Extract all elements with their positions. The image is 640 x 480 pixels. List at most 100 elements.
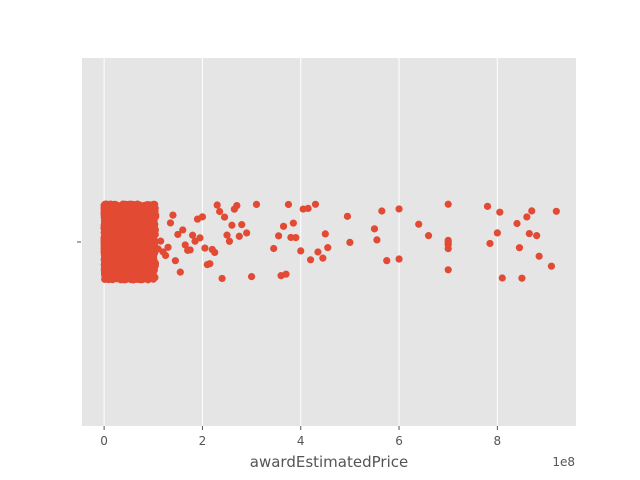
data-point [496, 208, 504, 216]
plot-area [82, 58, 576, 426]
data-point [161, 251, 170, 260]
data-point [228, 221, 236, 229]
data-point [444, 236, 452, 244]
data-point [243, 229, 251, 237]
x-tick-label: 6 [395, 434, 403, 448]
grid-lines [103, 58, 498, 426]
data-point [378, 207, 386, 215]
data-point [415, 220, 423, 228]
x-axis-offset-label: 1e8 [552, 455, 575, 469]
data-point [533, 232, 541, 240]
data-point [174, 230, 182, 239]
data-point [518, 274, 526, 282]
data-point [483, 202, 492, 210]
data-point [314, 248, 322, 256]
data-point [101, 210, 110, 218]
data-point [176, 268, 184, 276]
data-point [150, 201, 158, 209]
data-point [166, 219, 175, 227]
data-point [201, 244, 209, 252]
data-point [127, 262, 135, 270]
data-point [513, 219, 521, 228]
data-point [270, 244, 278, 253]
data-point [131, 234, 139, 242]
data-point [238, 221, 246, 229]
data-point [101, 257, 109, 265]
data-point [525, 229, 533, 238]
data-point [324, 244, 332, 252]
data-point [111, 229, 119, 237]
data-point [547, 262, 556, 270]
data-point [130, 210, 138, 218]
data-point [148, 249, 156, 257]
data-point [188, 231, 197, 239]
data-point [206, 260, 214, 268]
data-point [444, 200, 452, 208]
data-point [370, 225, 379, 233]
data-point [114, 245, 123, 253]
data-point [279, 222, 288, 230]
data-point [100, 248, 109, 256]
data-point [498, 274, 506, 282]
data-point [118, 237, 127, 245]
data-point [116, 209, 124, 217]
x-tick-label: 0 [100, 434, 108, 448]
data-point [107, 257, 115, 265]
data-point [282, 270, 290, 278]
data-point [373, 236, 381, 244]
data-point [292, 234, 300, 242]
data-point [157, 237, 165, 245]
data-point [528, 207, 536, 215]
data-point [186, 246, 194, 254]
data-point [297, 247, 305, 255]
x-tick-label: 8 [494, 434, 502, 448]
data-point [196, 234, 204, 242]
data-point [343, 212, 352, 220]
data-point [139, 238, 147, 246]
data-point [220, 213, 229, 221]
data-point [383, 257, 391, 265]
data-point [127, 251, 135, 259]
data-point [395, 255, 403, 263]
data-point [113, 257, 121, 265]
data-point [535, 252, 543, 260]
data-point [223, 231, 231, 239]
data-point [444, 266, 452, 274]
data-point [515, 244, 524, 252]
data-point [101, 219, 109, 228]
data-point [304, 204, 312, 213]
data-point [424, 232, 433, 240]
data-points [100, 200, 560, 284]
data-point [149, 271, 157, 280]
data-point [149, 241, 157, 249]
data-point [164, 243, 172, 251]
data-point [235, 232, 243, 240]
data-point [130, 239, 138, 248]
data-point [311, 200, 320, 208]
data-point [346, 238, 354, 246]
data-point [247, 273, 256, 281]
data-point [140, 221, 149, 229]
data-point [225, 237, 234, 245]
data-point [109, 221, 117, 229]
data-point [102, 234, 110, 243]
data-point [141, 248, 149, 257]
data-point [106, 248, 114, 256]
data-point [218, 274, 226, 283]
data-point [233, 201, 241, 210]
data-point [213, 201, 221, 209]
data-point [493, 229, 501, 237]
data-point [552, 207, 560, 215]
data-point [486, 239, 494, 248]
data-point [523, 213, 531, 221]
data-point [129, 228, 137, 236]
data-point [395, 205, 403, 213]
data-point [198, 213, 207, 221]
data-point [130, 271, 138, 279]
data-point [211, 248, 219, 257]
data-point [121, 219, 129, 227]
x-axis-ticks: 0 2 4 6 8 [100, 426, 501, 448]
data-point [275, 232, 283, 240]
data-point [148, 265, 156, 274]
data-point [128, 203, 136, 212]
